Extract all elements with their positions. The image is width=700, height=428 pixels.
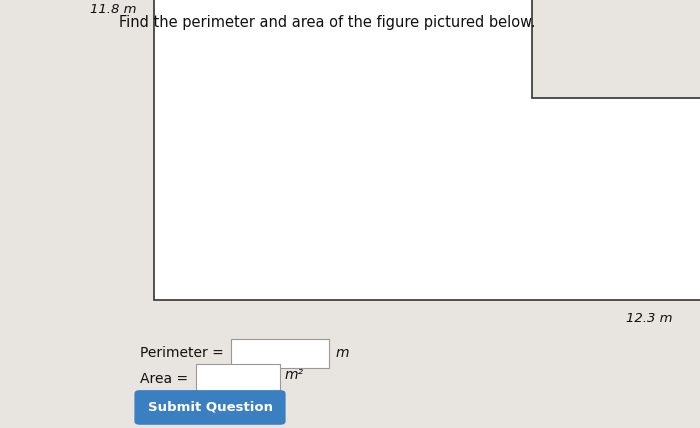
- FancyBboxPatch shape: [231, 339, 329, 368]
- FancyBboxPatch shape: [134, 390, 286, 425]
- Text: Perimeter =: Perimeter =: [140, 346, 224, 360]
- Text: m²: m²: [285, 369, 304, 382]
- Polygon shape: [154, 0, 700, 300]
- Text: Find the perimeter and area of the figure pictured below.: Find the perimeter and area of the figur…: [119, 15, 536, 30]
- FancyBboxPatch shape: [196, 364, 280, 393]
- Text: m: m: [336, 346, 349, 360]
- Text: 12.3 m: 12.3 m: [626, 312, 672, 325]
- Text: 11.8 m: 11.8 m: [90, 3, 136, 16]
- Text: Area =: Area =: [140, 372, 188, 386]
- Text: Submit Question: Submit Question: [148, 401, 272, 414]
